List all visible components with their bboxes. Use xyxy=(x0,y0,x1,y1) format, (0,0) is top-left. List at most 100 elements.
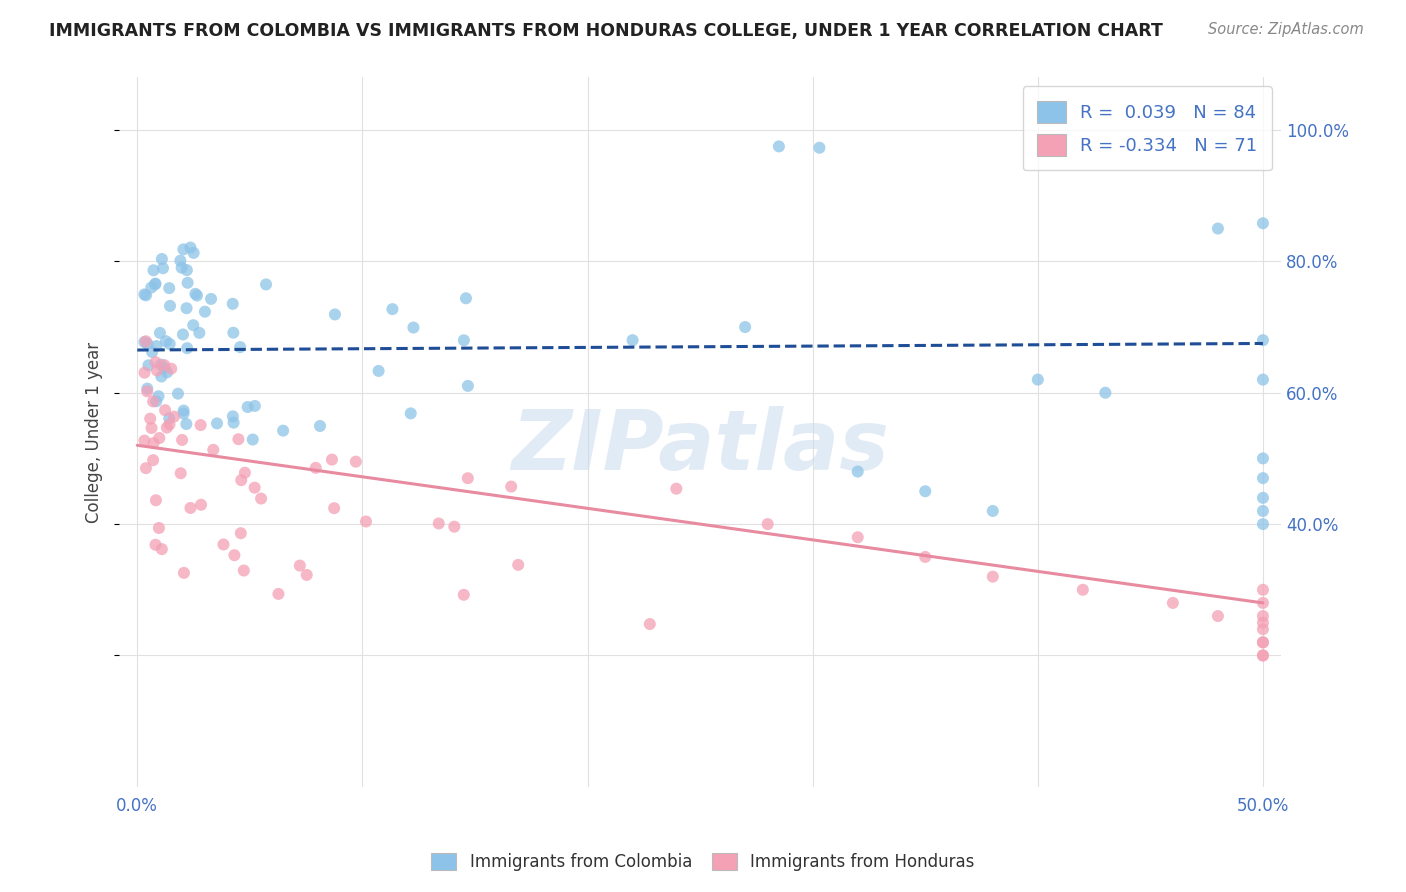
Point xyxy=(159,337,181,351)
Point xyxy=(150,542,173,557)
Point xyxy=(228,432,250,446)
Point xyxy=(1251,635,1274,649)
Point xyxy=(205,417,228,431)
Point xyxy=(188,326,211,340)
Point xyxy=(808,141,831,155)
Point xyxy=(153,403,176,417)
Point xyxy=(309,419,332,434)
Point xyxy=(846,465,869,479)
Point xyxy=(181,318,204,333)
Point xyxy=(184,286,207,301)
Point xyxy=(145,277,167,291)
Point xyxy=(236,400,259,414)
Point xyxy=(153,358,176,372)
Point xyxy=(981,569,1004,583)
Point xyxy=(149,358,172,372)
Point xyxy=(142,394,165,409)
Point xyxy=(176,341,198,355)
Point xyxy=(142,263,165,277)
Point xyxy=(250,491,273,506)
Point xyxy=(288,558,311,573)
Point xyxy=(1251,491,1274,505)
Point xyxy=(1026,373,1049,387)
Point xyxy=(1251,333,1274,347)
Point xyxy=(981,504,1004,518)
Point xyxy=(160,361,183,376)
Point xyxy=(148,389,170,403)
Point xyxy=(153,361,176,376)
Legend: Immigrants from Colombia, Immigrants from Honduras: Immigrants from Colombia, Immigrants fro… xyxy=(423,845,983,880)
Point xyxy=(150,369,173,384)
Point xyxy=(222,409,245,424)
Point xyxy=(179,241,201,255)
Point xyxy=(621,333,644,347)
Point xyxy=(143,277,166,292)
Point xyxy=(224,548,246,562)
Point xyxy=(135,461,157,475)
Point xyxy=(200,292,222,306)
Point xyxy=(170,467,193,481)
Point xyxy=(354,515,377,529)
Point xyxy=(134,287,156,301)
Point xyxy=(1251,622,1274,636)
Point xyxy=(150,252,173,266)
Point xyxy=(323,501,346,516)
Point xyxy=(1251,451,1274,466)
Point xyxy=(222,297,245,311)
Point xyxy=(399,406,422,420)
Point xyxy=(1251,216,1274,230)
Point xyxy=(1251,635,1274,649)
Point xyxy=(233,466,256,480)
Point xyxy=(173,407,195,421)
Point xyxy=(1251,582,1274,597)
Point xyxy=(1251,504,1274,518)
Point xyxy=(229,526,252,541)
Point xyxy=(173,403,195,417)
Point xyxy=(846,530,869,544)
Point xyxy=(381,302,404,317)
Point xyxy=(323,308,346,322)
Point xyxy=(169,253,191,268)
Point xyxy=(179,500,201,515)
Point xyxy=(443,519,465,533)
Point xyxy=(427,516,450,531)
Point xyxy=(141,345,163,359)
Point xyxy=(176,263,198,277)
Point xyxy=(1206,221,1229,235)
Point xyxy=(508,558,530,572)
Point xyxy=(145,493,167,508)
Point xyxy=(186,288,208,302)
Point xyxy=(243,481,266,495)
Point xyxy=(453,334,475,348)
Point xyxy=(159,299,181,313)
Point xyxy=(1251,648,1274,663)
Point xyxy=(172,433,194,447)
Point xyxy=(155,334,177,349)
Point xyxy=(163,409,186,424)
Point xyxy=(295,568,318,582)
Point xyxy=(756,517,779,532)
Point xyxy=(212,537,235,551)
Point xyxy=(139,411,162,425)
Point xyxy=(202,442,225,457)
Point xyxy=(457,471,479,485)
Point xyxy=(190,498,212,512)
Text: Source: ZipAtlas.com: Source: ZipAtlas.com xyxy=(1208,22,1364,37)
Point xyxy=(134,434,156,448)
Point xyxy=(142,436,165,450)
Point xyxy=(194,304,217,318)
Point xyxy=(344,455,367,469)
Point xyxy=(1251,373,1274,387)
Point xyxy=(1094,385,1116,400)
Point xyxy=(159,417,181,432)
Point xyxy=(1251,517,1274,532)
Point xyxy=(321,452,343,467)
Point xyxy=(457,379,479,393)
Point xyxy=(141,421,163,435)
Point xyxy=(138,359,160,373)
Point xyxy=(638,617,661,632)
Point xyxy=(768,139,790,153)
Point xyxy=(1251,596,1274,610)
Point xyxy=(176,276,198,290)
Point xyxy=(367,364,389,378)
